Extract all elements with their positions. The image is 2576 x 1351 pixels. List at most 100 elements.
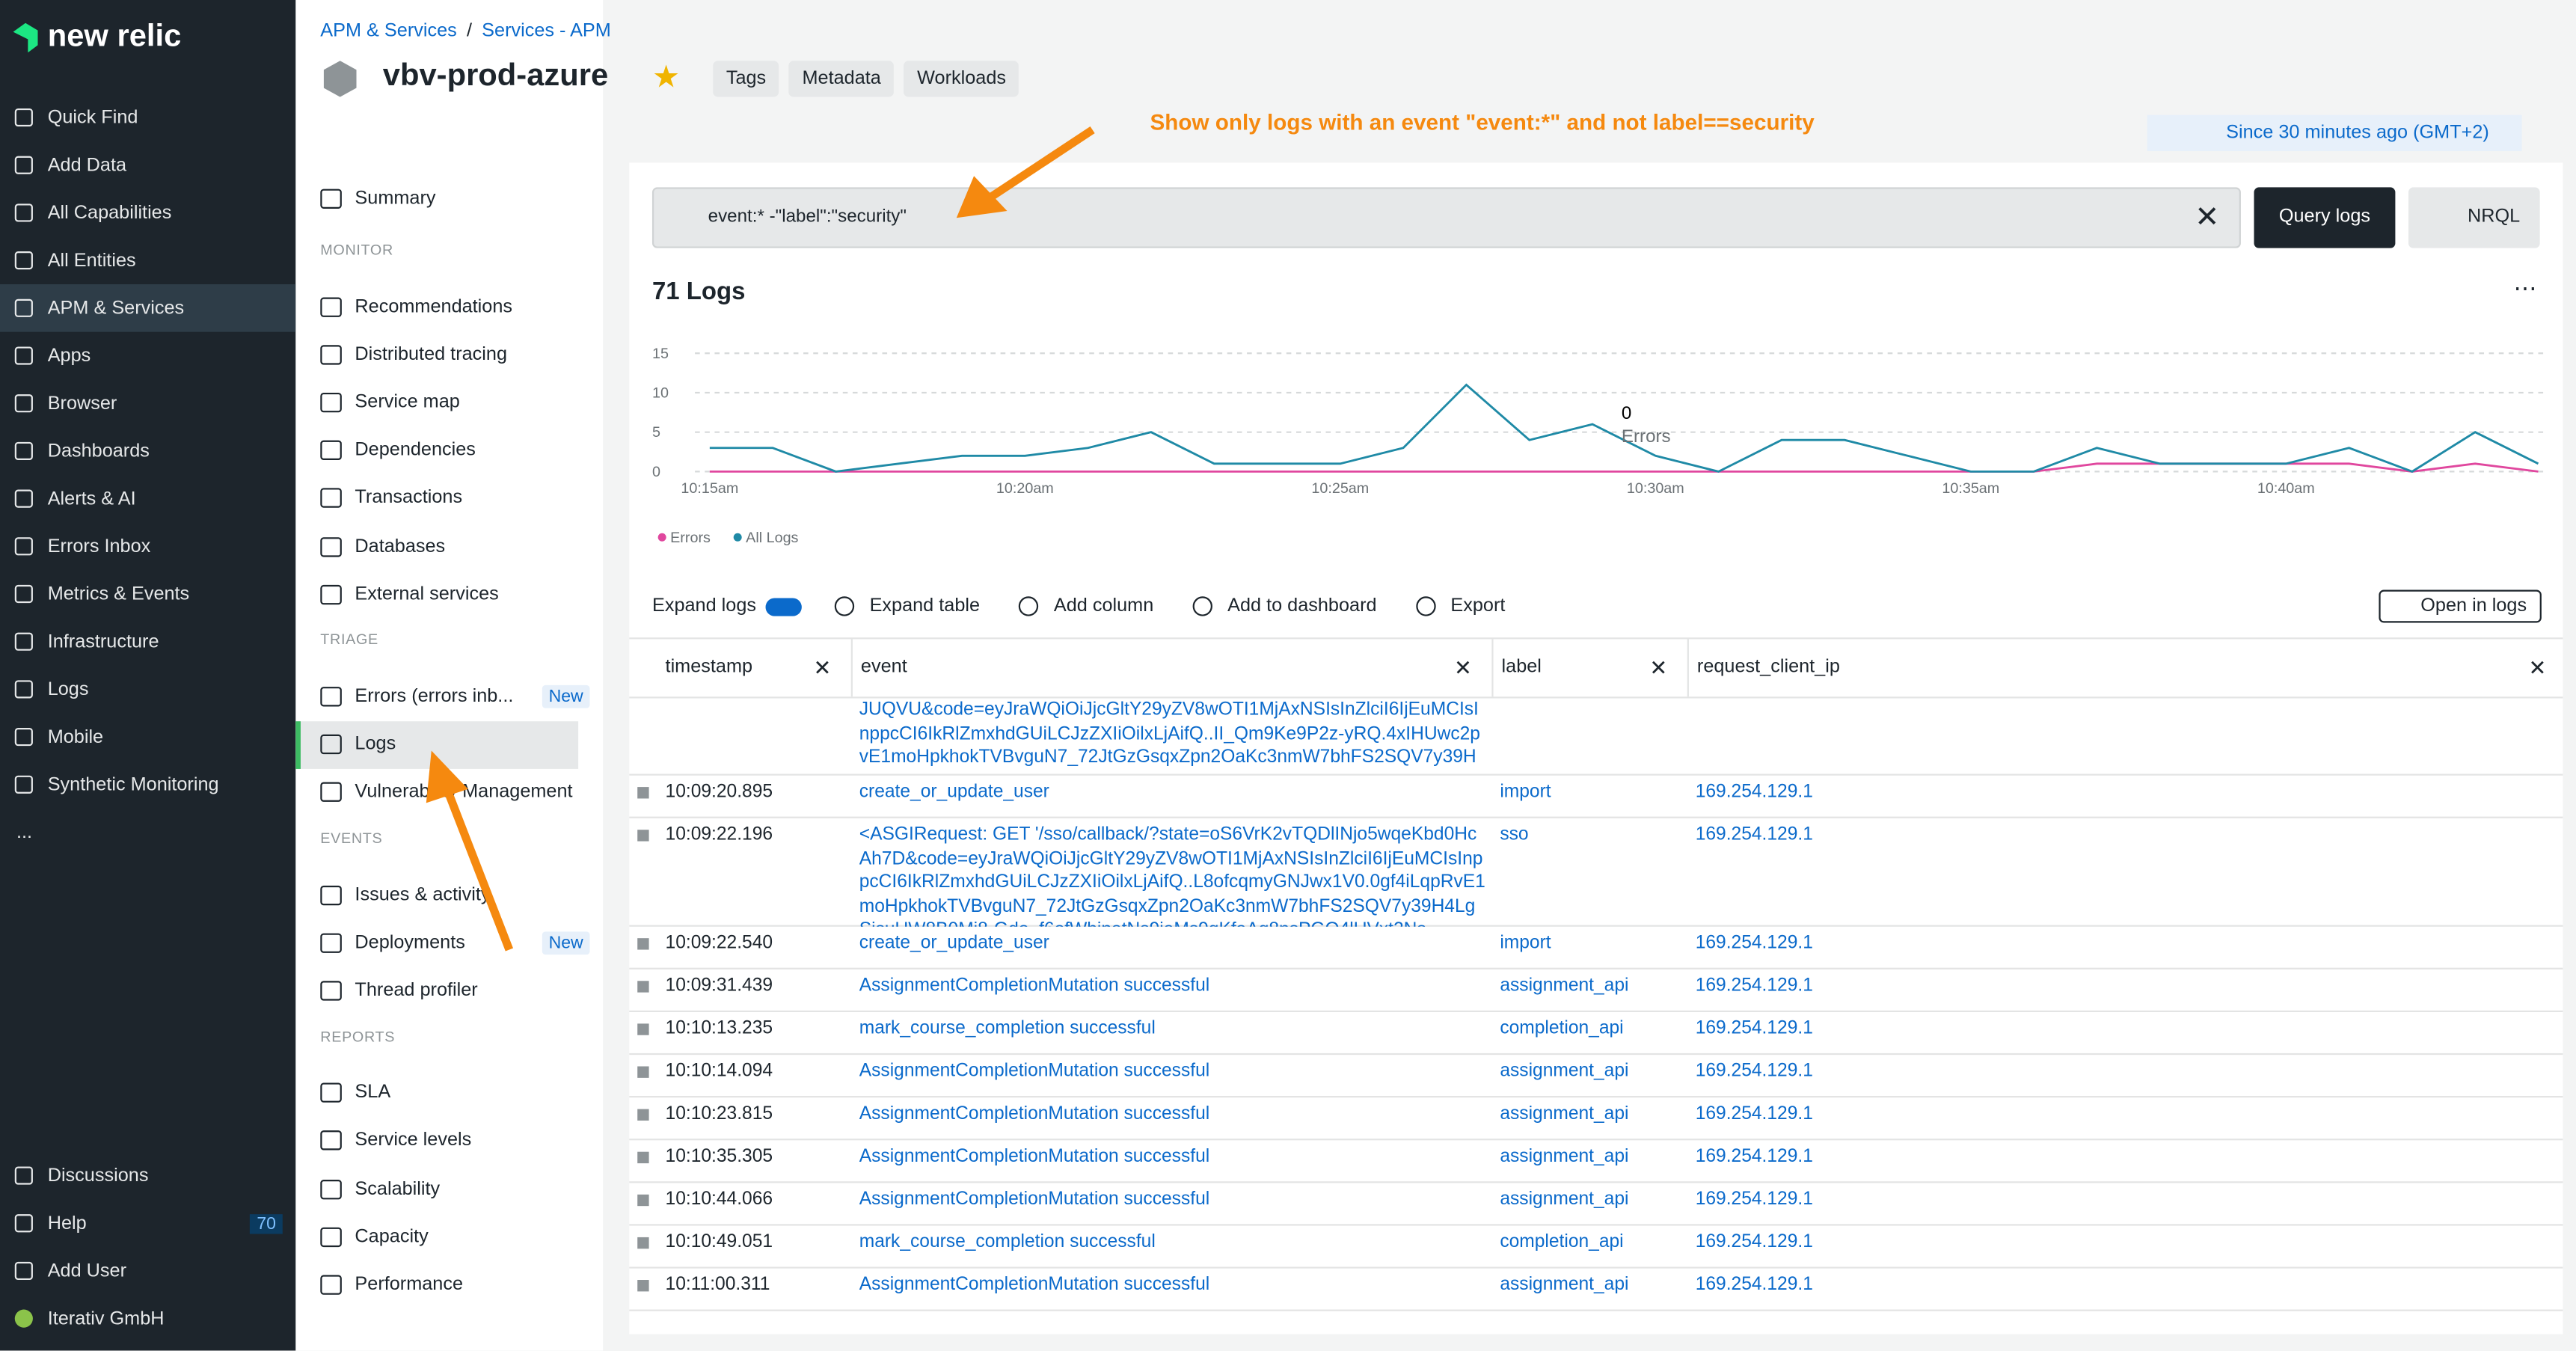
table-cell: 10:09:22.196	[665, 824, 773, 845]
entity-text: vbv-prod-azure	[382, 59, 609, 94]
table-cell: assignment_api	[1500, 1147, 1629, 1167]
more-menu[interactable]: ⋯	[2513, 274, 2537, 301]
toolbar-action[interactable]: Export	[1416, 596, 1505, 616]
nav-icon	[14, 108, 33, 127]
subnav-icon	[320, 536, 342, 557]
table-row[interactable]: 10:10:44.066 AssignmentCompletionMutation…	[629, 1181, 2563, 1226]
query-input[interactable]: event:* -"label":"security" ✕	[651, 187, 2241, 248]
subnav-item[interactable]: Recommendations	[320, 283, 603, 331]
breadcrumb-link[interactable]: APM & Services	[320, 21, 457, 41]
toolbar-action[interactable]: Add column	[1019, 596, 1153, 616]
nav-item[interactable]: Mobile	[0, 713, 295, 761]
table-row[interactable]: 10:09:20.895 create_or_update_user import 1…	[629, 774, 2563, 818]
subnav-icon	[320, 584, 342, 604]
header-button[interactable]: Workloads	[904, 61, 1019, 97]
subnav-item[interactable]: Thread profiler	[320, 966, 603, 1014]
nav-item[interactable]: Dashboards	[0, 427, 295, 475]
table-cell: 169.254.129.1	[1695, 1104, 1813, 1124]
table-cell: assignment_api	[1500, 1275, 1629, 1295]
table-row[interactable]: 10:09:22.540 create_or_update_user import 1…	[629, 925, 2563, 969]
toolbar-action[interactable]: Add to dashboard	[1192, 596, 1377, 616]
table-row[interactable]: 10:10:23.815 AssignmentCompletionMutation…	[629, 1096, 2563, 1141]
column-close[interactable]: ✕	[2528, 655, 2547, 681]
table-row[interactable]: 10:10:13.235 mark_course_completion succe…	[629, 1011, 2563, 1056]
nav-item[interactable]: APM & Services	[0, 284, 296, 332]
logs-chart: 0 5 10 15 10:15am 10:20am 10:25am 10:30am 10:35a…	[652, 346, 2548, 546]
nav-item[interactable]: Add User	[0, 1247, 295, 1295]
nav-item[interactable]: Metrics & Events	[0, 570, 295, 618]
query-clear[interactable]: ✕	[2195, 200, 2220, 233]
subnav-label: Errors (errors inb...	[355, 686, 514, 707]
nav-item[interactable]: Add Data	[0, 141, 295, 189]
sub-navigation: Summary MONITOR Recommendations Distributed…	[295, 0, 604, 1351]
nrql-button[interactable]: NRQL	[2408, 187, 2540, 248]
subnav-item[interactable]: Scalability	[320, 1165, 603, 1213]
column-close[interactable]: ✕	[1454, 655, 1473, 681]
time-picker[interactable]: Since 30 minutes ago (GMT+2)	[2147, 114, 2522, 152]
subnav-item[interactable]: Dependencies	[320, 426, 603, 474]
subnav-item[interactable]: Capacity	[320, 1213, 603, 1260]
nav-icon	[14, 298, 33, 317]
subnav-icon	[320, 981, 342, 1001]
table-row[interactable]: 10:10:35.305 AssignmentCompletionMutation…	[629, 1139, 2563, 1183]
column-close[interactable]: ✕	[813, 655, 832, 681]
nav-item[interactable]: Logs	[0, 666, 295, 714]
table-row[interactable]: 10:10:49.051 mark_course_completion succe…	[629, 1224, 2563, 1269]
open-in-logs[interactable]: Open in logs	[2379, 589, 2542, 623]
table-row[interactable]: 10:09:22.196 <ASGIRequest: GET '/sso/call…	[629, 817, 2563, 927]
nav-item[interactable]: Iterativ GmbH	[0, 1295, 295, 1343]
arrow-line	[443, 787, 514, 952]
subnav-item[interactable]: External services	[320, 571, 603, 619]
section-title: MONITOR	[320, 241, 393, 258]
nav-label: Mobile	[47, 726, 104, 747]
table-cell: AssignmentCompletionMutation successful	[859, 1189, 1210, 1210]
subnav-item[interactable]: Errors (errors inb... New	[320, 673, 603, 720]
nav-item[interactable]: Discussions	[0, 1152, 295, 1200]
table-cell: 169.254.129.1	[1695, 1147, 1813, 1167]
x-tick-label: 10:20am	[996, 480, 1054, 497]
toolbar-action[interactable]: Expand table	[835, 596, 980, 616]
nav-item[interactable]: Synthetic Monitoring	[0, 761, 295, 809]
table-cell: AssignmentCompletionMutation successful	[859, 1275, 1210, 1295]
subnav-item[interactable]: Service map	[320, 379, 603, 426]
nav-icon	[14, 1309, 33, 1328]
subnav-item[interactable]: Service levels	[320, 1117, 603, 1165]
subnav-item[interactable]: Distributed tracing	[320, 331, 603, 379]
nav-label: Browser	[47, 393, 117, 414]
subnav-item[interactable]: Issues & activity	[320, 871, 603, 919]
subnav-item[interactable]: Performance	[320, 1261, 603, 1309]
entity-name[interactable]: vbv-prod-azure	[383, 59, 608, 95]
expand-logs-toggle[interactable]	[766, 597, 803, 616]
nav-item[interactable]: Browser	[0, 379, 295, 427]
subnav-item[interactable]: SLA	[320, 1069, 603, 1117]
header-buttons: Tags Metadata Workloads	[713, 61, 1029, 97]
table-cell: 169.254.129.1	[1695, 1232, 1813, 1252]
subnav-item[interactable]: Summary	[320, 174, 603, 222]
nav-item[interactable]: Alerts & AI	[0, 475, 295, 523]
table-cell: 10:10:35.305	[665, 1147, 773, 1167]
subnav-item[interactable]: Deployments New	[320, 919, 603, 966]
nav-item[interactable]: Help 70	[0, 1199, 295, 1247]
nav-item[interactable]: All Entities	[0, 236, 295, 284]
nav-item[interactable]: Quick Find	[0, 94, 295, 141]
nav-icon	[14, 1166, 33, 1185]
subnav-item[interactable]: Databases	[320, 522, 603, 570]
nav-item[interactable]: Infrastructure	[0, 618, 295, 666]
nav-more[interactable]: ...	[16, 822, 33, 842]
nav-item[interactable]: Apps	[0, 332, 295, 380]
column-close[interactable]: ✕	[1649, 655, 1668, 681]
breadcrumb-link[interactable]: Services - APM	[482, 21, 611, 41]
table-row[interactable]: 10:10:14.094 AssignmentCompletionMutation…	[629, 1053, 2563, 1098]
nav-item[interactable]: Errors Inbox	[0, 522, 295, 570]
header-button[interactable]: Metadata	[788, 61, 895, 97]
header-button[interactable]: Tags	[713, 61, 779, 97]
action-icon	[1192, 596, 1213, 616]
query-button[interactable]: Query logs	[2254, 187, 2396, 248]
table-row[interactable]: 10:11:00.311 AssignmentCompletionMutation…	[629, 1266, 2563, 1311]
subnav-item[interactable]: Transactions	[320, 474, 603, 522]
nav-item[interactable]: All Capabilities	[0, 189, 295, 237]
logo[interactable]: new relic	[13, 19, 182, 55]
table-row[interactable]: JUQVU&code=eyJraWQiOiJjcGltY29yZV8wOTI1M…	[629, 695, 2563, 776]
subnav-label: Logs	[355, 735, 396, 755]
table-row[interactable]: 10:09:31.439 AssignmentCompletionMutation…	[629, 968, 2563, 1013]
